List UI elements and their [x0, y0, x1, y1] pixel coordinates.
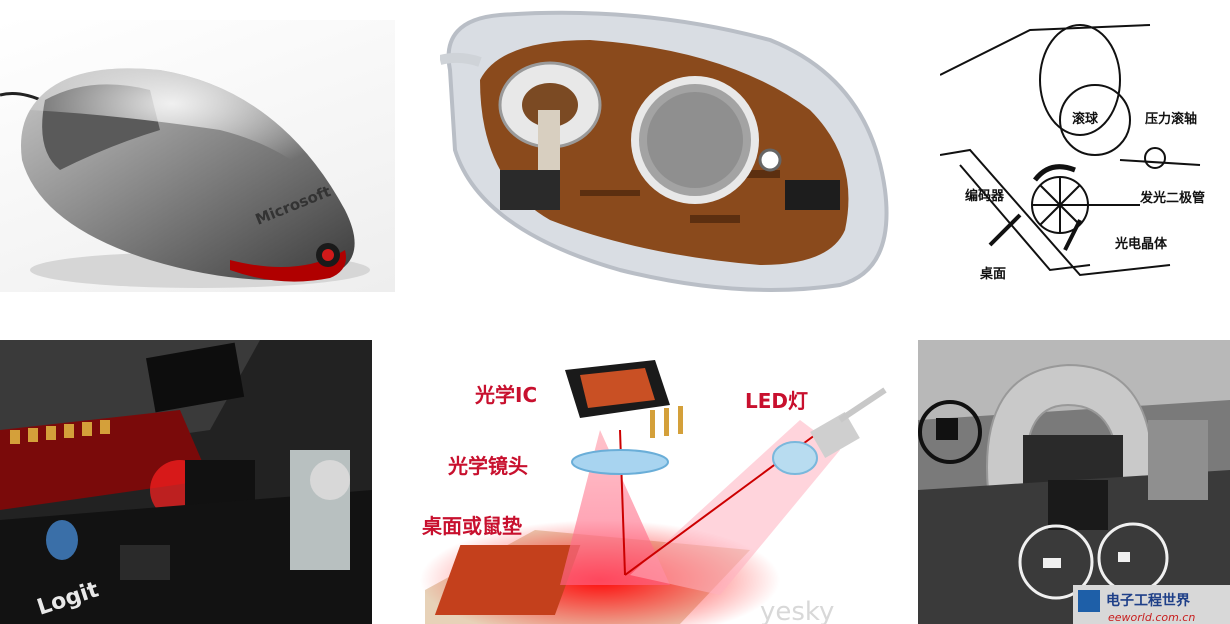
- label-desk-or-pad: 桌面或鼠垫: [422, 514, 522, 538]
- yesky-watermark: yesky: [760, 597, 834, 624]
- label-led: 发光二极管: [1139, 190, 1205, 206]
- microsoft-mouse-photo: Microsoft: [0, 20, 395, 292]
- label-pressure-roller: 压力滚轴: [1145, 111, 1197, 127]
- circuit-board-illustration: Logit: [0, 340, 372, 624]
- optical-mouse-internal-photo: 电子工程世界 eeworld.com.cn: [918, 340, 1230, 624]
- label-phototransistor: 光电晶体: [1114, 236, 1168, 252]
- highlight-circle-black: [918, 400, 982, 464]
- grayscale-internal-illustration: 电子工程世界 eeworld.com.cn: [918, 340, 1230, 624]
- highlight-circle-white: [1018, 524, 1094, 600]
- optical-sensor-illustration: 光学IC 光学镜头 桌面或鼠垫 LED灯 yesky: [420, 360, 887, 624]
- ball-mouse-internal-photo: [440, 0, 900, 300]
- eeworld-watermark-cn: 电子工程世界: [1106, 592, 1191, 609]
- ball-mouse-pcb-illustration: [440, 10, 889, 292]
- mechanism-line-drawing: 滚球 压力滚轴 编码器 发光二极管 光电晶体 桌面: [940, 24, 1205, 282]
- mouse-illustration: Microsoft: [0, 68, 370, 288]
- label-ball: 滚球: [1072, 111, 1099, 127]
- label-optical-ic: 光学IC: [474, 383, 537, 407]
- optical-circuit-board-photo: Logit: [0, 340, 372, 624]
- label-desk: 桌面: [980, 266, 1006, 282]
- label-encoder: 编码器: [965, 188, 1005, 204]
- label-led: LED灯: [745, 389, 808, 413]
- optical-sensor-diagram: 光学IC 光学镜头 桌面或鼠垫 LED灯 yesky: [420, 340, 890, 624]
- label-optical-lens: 光学镜头: [447, 454, 528, 478]
- ball-mouse-mechanism-diagram: 滚球 压力滚轴 编码器 发光二极管 光电晶体 桌面: [940, 20, 1230, 292]
- eeworld-watermark-url: eeworld.com.cn: [1108, 611, 1195, 624]
